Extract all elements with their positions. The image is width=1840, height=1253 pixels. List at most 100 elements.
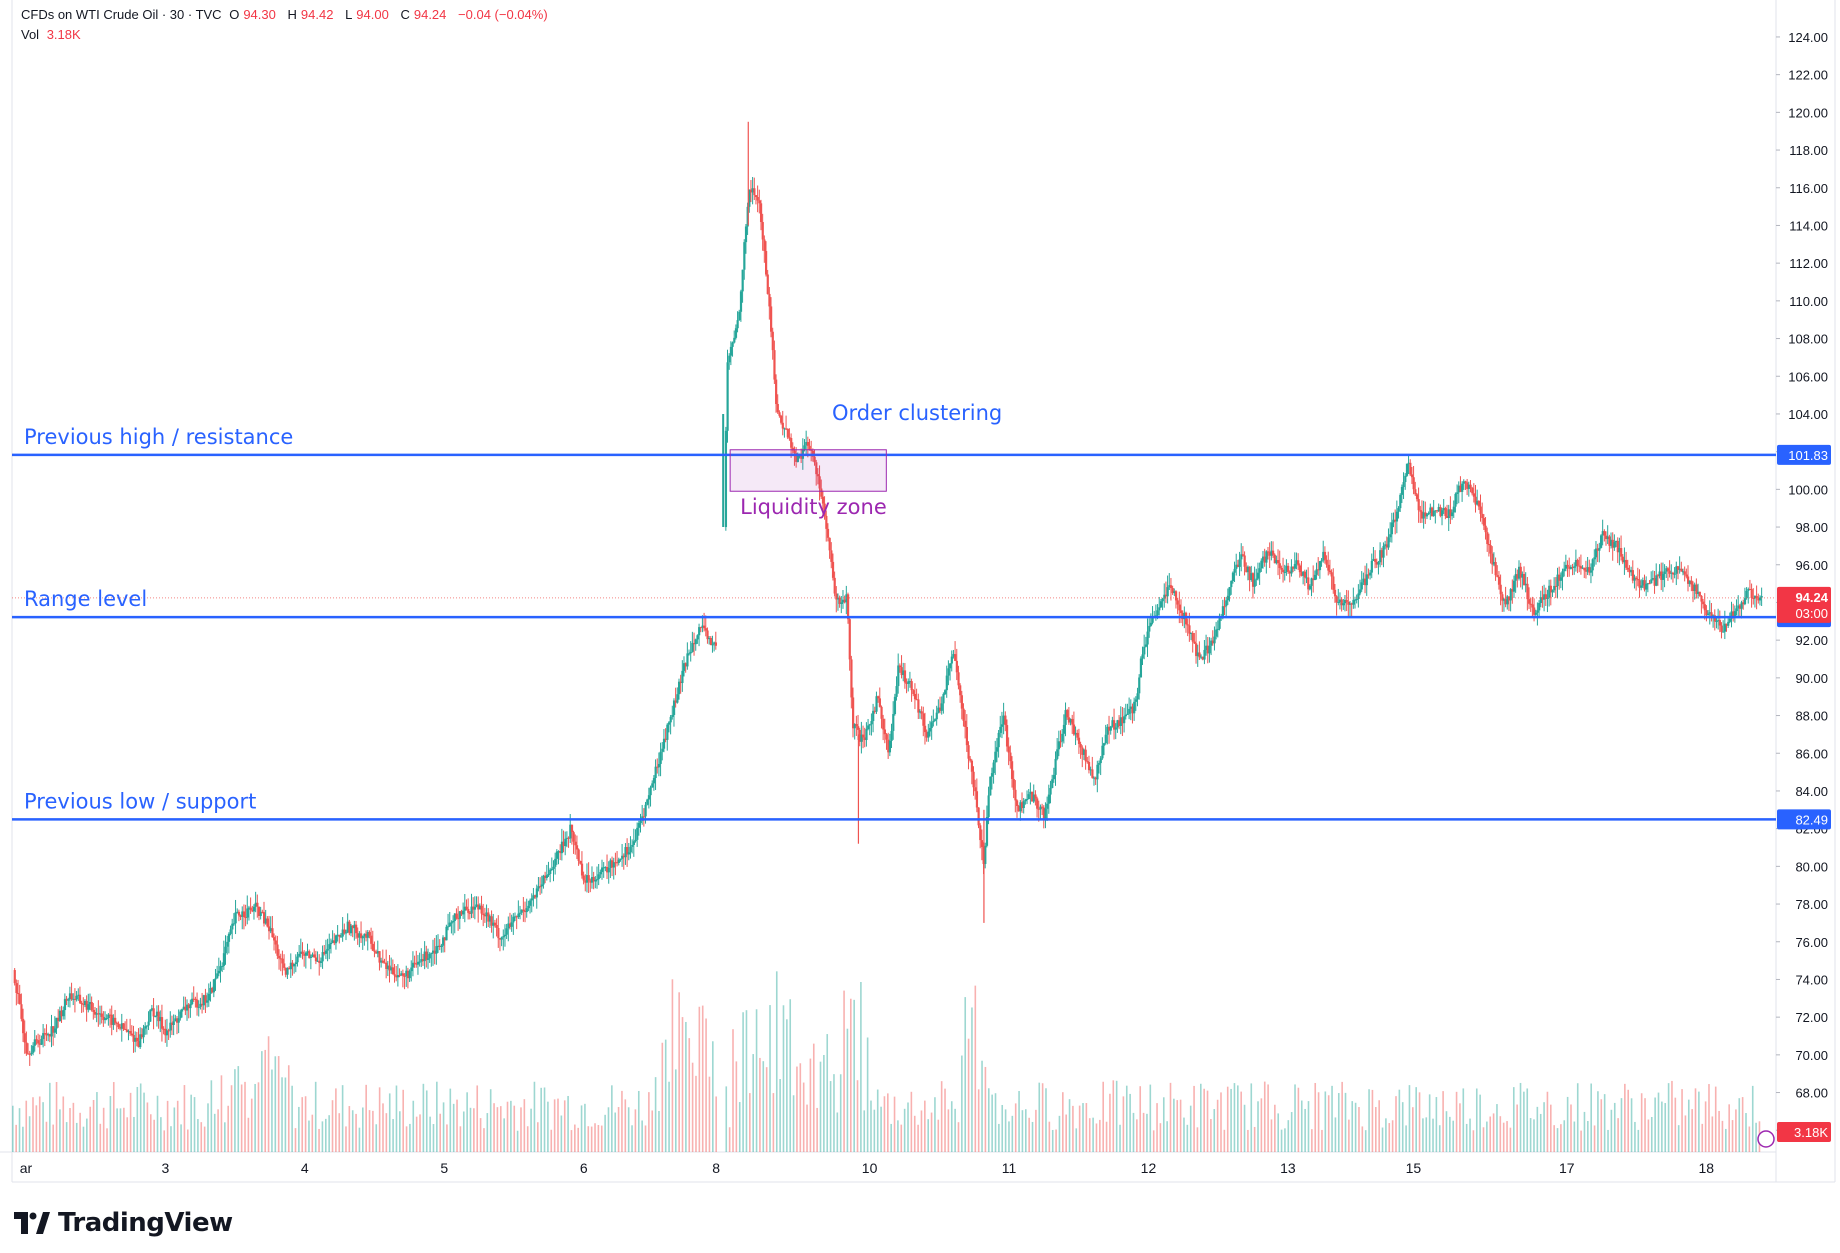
volume-bar [456, 1099, 458, 1152]
candle-body [82, 1004, 85, 1006]
candle-body [1103, 743, 1106, 746]
candle-body [597, 874, 600, 880]
candle-body [1320, 560, 1323, 562]
candle-body [60, 1010, 63, 1017]
symbol-title[interactable]: CFDs on WTI Crude Oil · 30 · TVC [21, 7, 222, 22]
volume-bar [311, 1114, 314, 1152]
volume-bar [331, 1100, 334, 1152]
volume-bar [358, 1127, 361, 1152]
volume-bar [873, 1109, 876, 1152]
candle-body [1683, 571, 1686, 575]
candle-body [329, 942, 333, 945]
level-label[interactable]: Previous low / support [24, 789, 256, 813]
candle-body [396, 975, 400, 978]
volume-bar [173, 1107, 176, 1152]
candle-body [1733, 611, 1737, 618]
volume-bar [96, 1092, 98, 1152]
candle-body [468, 912, 472, 914]
candle-body [962, 708, 965, 721]
candle-body [853, 724, 856, 729]
candle-body [1024, 799, 1027, 802]
volume-bar [1657, 1092, 1660, 1152]
candle-body [127, 1030, 130, 1032]
candle-body [1355, 599, 1358, 601]
candle-body [713, 642, 716, 645]
volume-bar [685, 1021, 687, 1152]
volume-bar [318, 1128, 320, 1152]
volume-bar [984, 1066, 987, 1152]
liquidity-zone-box[interactable] [729, 449, 887, 492]
volume-bar [1139, 1086, 1142, 1152]
candle-body [669, 716, 672, 723]
candle-body [306, 951, 309, 953]
volume-bar [1378, 1100, 1380, 1152]
candle-body [470, 906, 473, 914]
volume-bar [99, 1123, 102, 1152]
candle-body [1509, 589, 1512, 601]
candle-body [77, 994, 80, 996]
candle-body [585, 875, 589, 883]
candle-body [1680, 568, 1683, 572]
volume-bar [1277, 1113, 1280, 1152]
last-price-tag [1777, 586, 1831, 623]
volume-bar [1583, 1111, 1586, 1152]
candle-body [15, 983, 18, 993]
candle-body [68, 993, 72, 1000]
candle-body [1367, 574, 1370, 576]
y-tick-label: 86.00 [1795, 746, 1828, 761]
level-label[interactable]: Previous high / resistance [24, 425, 293, 449]
candle-body [1384, 544, 1387, 546]
candle-body [1195, 643, 1198, 657]
volume-bar [1630, 1098, 1633, 1152]
candle-body [616, 862, 619, 864]
volume-bar [1331, 1085, 1333, 1152]
candle-body [739, 291, 743, 312]
candle-body [1151, 617, 1154, 623]
candle-body [390, 967, 393, 971]
volume-bar [1593, 1125, 1596, 1152]
candle-body [313, 954, 316, 958]
volume-bar [1442, 1091, 1444, 1152]
candle-body [970, 760, 974, 772]
candle-body [771, 331, 774, 351]
y-tick-label: 100.00 [1788, 482, 1828, 497]
scroll-to-realtime-icon[interactable] [1757, 1130, 1775, 1148]
candle-body [1193, 641, 1196, 644]
candle-body [1732, 611, 1735, 618]
candle-body [1665, 568, 1668, 572]
volume-bar [1496, 1104, 1498, 1152]
candle-body [1412, 477, 1415, 490]
order-clustering-label[interactable]: Order clustering [832, 401, 1002, 425]
x-tick-label: 4 [301, 1160, 309, 1176]
level-label[interactable]: Range level [24, 587, 147, 611]
volume-bar [590, 1126, 593, 1152]
candle-body [209, 988, 212, 994]
candle-body [611, 860, 614, 868]
tradingview-logo[interactable]: TradingView [14, 1208, 233, 1238]
volume-bar [900, 1124, 903, 1152]
candle-body [1533, 607, 1536, 615]
candle-body [1062, 724, 1066, 734]
candle-body [97, 1013, 100, 1015]
volume-bar [18, 1108, 21, 1152]
candle-body [1616, 540, 1619, 553]
volume-bar [664, 1039, 667, 1152]
candle-body [1586, 567, 1589, 572]
y-tick-label: 78.00 [1795, 897, 1828, 912]
candle-body [1656, 575, 1660, 577]
volume-bar [1654, 1097, 1656, 1152]
candle-body [395, 975, 398, 978]
candle-body [679, 681, 682, 684]
volume-bar [1051, 1129, 1054, 1152]
volume-bar [133, 1116, 135, 1152]
candle-body [805, 441, 808, 446]
candle-body [336, 934, 339, 936]
liquidity-zone-label[interactable]: Liquidity zone [740, 495, 887, 519]
volume-bar [651, 1110, 654, 1152]
candle-body [30, 1052, 33, 1054]
candle-body [1693, 584, 1696, 591]
candle-body [1213, 636, 1216, 644]
candle-body [430, 952, 433, 954]
candle-body [1395, 511, 1399, 522]
